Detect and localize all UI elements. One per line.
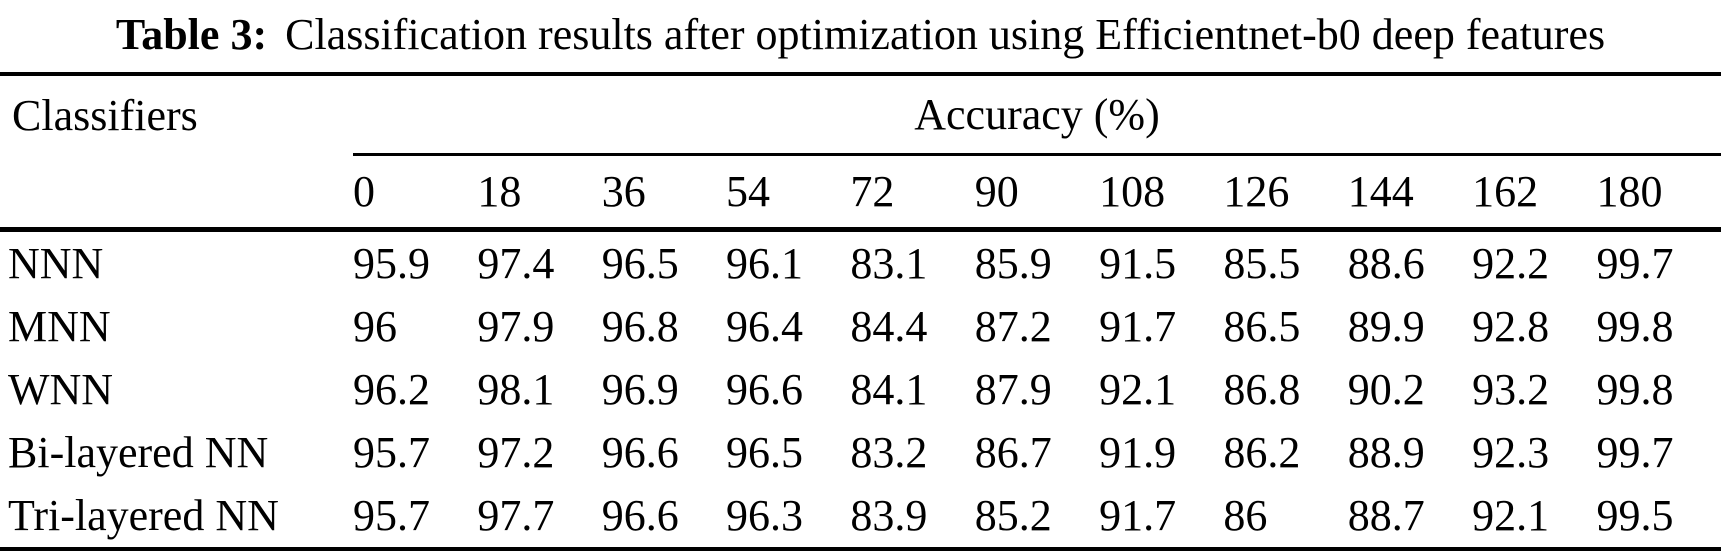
accuracy-cell: 92.3 xyxy=(1472,428,1550,477)
empty-header-cell xyxy=(0,154,353,232)
accuracy-cell: 83.1 xyxy=(850,239,928,288)
accuracy-cell: 96.5 xyxy=(726,428,804,477)
angle-header-90: 90 xyxy=(974,154,1100,232)
classification-results-table: Classifiers Accuracy (%) 0 18 36 54 72 9… xyxy=(0,72,1721,551)
accuracy-cell: 97.9 xyxy=(477,302,555,351)
angle-header-180: 180 xyxy=(1596,154,1721,232)
accuracy-cell: 91.9 xyxy=(1099,428,1177,477)
accuracy-cell: 96 xyxy=(353,302,397,351)
table-row-wnn: WNN 96.2 98.1 96.9 96.6 84.1 87.9 92.1 8… xyxy=(0,358,1721,421)
accuracy-cell: 96.9 xyxy=(601,365,679,414)
classifier-name: WNN xyxy=(8,365,114,414)
accuracy-cell: 92.1 xyxy=(1472,491,1550,540)
accuracy-cell: 99.7 xyxy=(1596,428,1674,477)
accuracy-cell: 85.5 xyxy=(1223,239,1301,288)
angle-header-126: 126 xyxy=(1223,154,1348,232)
accuracy-cell: 86.2 xyxy=(1223,428,1301,477)
table-caption-label: Table 3: xyxy=(115,10,268,59)
accuracy-cell: 92.1 xyxy=(1099,365,1177,414)
accuracy-cell: 83.2 xyxy=(850,428,928,477)
accuracy-cell: 96.6 xyxy=(601,428,679,477)
accuracy-cell: 95.9 xyxy=(353,239,430,288)
accuracy-cell: 99.8 xyxy=(1596,302,1674,351)
accuracy-cell: 96.6 xyxy=(726,365,804,414)
accuracy-cell: 86.7 xyxy=(974,428,1052,477)
accuracy-cell: 85.2 xyxy=(974,491,1052,540)
accuracy-cell: 96.2 xyxy=(353,365,430,414)
classifier-name: Bi-layered NN xyxy=(8,428,269,477)
table-caption: Table 3: Classification results after opt… xyxy=(0,0,1721,63)
accuracy-cell: 96.4 xyxy=(726,302,804,351)
accuracy-cell: 93.2 xyxy=(1472,365,1550,414)
accuracy-cell: 86.5 xyxy=(1223,302,1301,351)
accuracy-cell: 88.7 xyxy=(1347,491,1425,540)
accuracy-cell: 84.1 xyxy=(850,365,928,414)
table-row-nnn: NNN 95.9 97.4 96.5 96.1 83.1 85.9 91.5 8… xyxy=(0,230,1721,296)
accuracy-cell: 95.7 xyxy=(353,428,430,477)
classifier-name: NNN xyxy=(8,239,104,288)
accuracy-cell: 87.9 xyxy=(974,365,1052,414)
angle-header-0: 0 xyxy=(353,154,478,232)
angle-header-72: 72 xyxy=(850,154,975,232)
accuracy-cell: 99.7 xyxy=(1596,239,1674,288)
angle-header-54: 54 xyxy=(726,154,851,232)
accuracy-cell: 87.2 xyxy=(974,302,1052,351)
column-header-accuracy: Accuracy (%) xyxy=(353,74,1721,156)
table-caption-text: Classification results after optimizatio… xyxy=(285,10,1606,59)
accuracy-cell: 99.5 xyxy=(1596,491,1674,540)
accuracy-cell: 91.7 xyxy=(1099,302,1177,351)
accuracy-cell: 85.9 xyxy=(974,239,1052,288)
accuracy-cell: 97.2 xyxy=(477,428,555,477)
accuracy-cell: 88.6 xyxy=(1347,239,1425,288)
accuracy-cell: 95.7 xyxy=(353,491,430,540)
accuracy-cell: 96.3 xyxy=(726,491,804,540)
classifier-name: Tri-layered NN xyxy=(8,491,279,540)
accuracy-cell: 86 xyxy=(1223,491,1268,540)
accuracy-cell: 96.8 xyxy=(601,302,679,351)
header-row-groups: Classifiers Accuracy (%) xyxy=(0,74,1721,156)
accuracy-cell: 97.7 xyxy=(477,491,555,540)
angle-header-144: 144 xyxy=(1347,154,1473,232)
accuracy-cell: 92.2 xyxy=(1472,239,1550,288)
accuracy-cell: 98.1 xyxy=(477,365,555,414)
accuracy-cell: 97.4 xyxy=(477,239,555,288)
angle-header-162: 162 xyxy=(1472,154,1597,232)
accuracy-cell: 96.5 xyxy=(601,239,679,288)
accuracy-cell: 96.1 xyxy=(726,239,804,288)
angle-header-108: 108 xyxy=(1099,154,1224,232)
column-header-classifiers: Classifiers xyxy=(12,90,198,140)
accuracy-cell: 90.2 xyxy=(1347,365,1425,414)
table-row-tri-layered-nn: Tri-layered NN 95.7 97.7 96.6 96.3 83.9 … xyxy=(0,484,1721,549)
accuracy-cell: 84.4 xyxy=(850,302,928,351)
angle-header-18: 18 xyxy=(477,154,602,232)
classifier-name: MNN xyxy=(8,302,111,351)
header-row-angles: 0 18 36 54 72 90 108 126 144 162 180 xyxy=(0,154,1721,232)
accuracy-cell: 86.8 xyxy=(1223,365,1301,414)
accuracy-cell: 91.7 xyxy=(1099,491,1177,540)
accuracy-cell: 83.9 xyxy=(850,491,928,540)
angle-header-36: 36 xyxy=(601,154,727,232)
table-row-mnn: MNN 96 97.9 96.8 96.4 84.4 87.2 91.7 86.… xyxy=(0,295,1721,358)
accuracy-cell: 92.8 xyxy=(1472,302,1550,351)
accuracy-cell: 99.8 xyxy=(1596,365,1674,414)
accuracy-cell: 88.9 xyxy=(1347,428,1425,477)
table-row-bi-layered-nn: Bi-layered NN 95.7 97.2 96.6 96.5 83.2 8… xyxy=(0,421,1721,484)
accuracy-cell: 91.5 xyxy=(1099,239,1177,288)
accuracy-cell: 89.9 xyxy=(1347,302,1425,351)
accuracy-cell: 96.6 xyxy=(601,491,679,540)
